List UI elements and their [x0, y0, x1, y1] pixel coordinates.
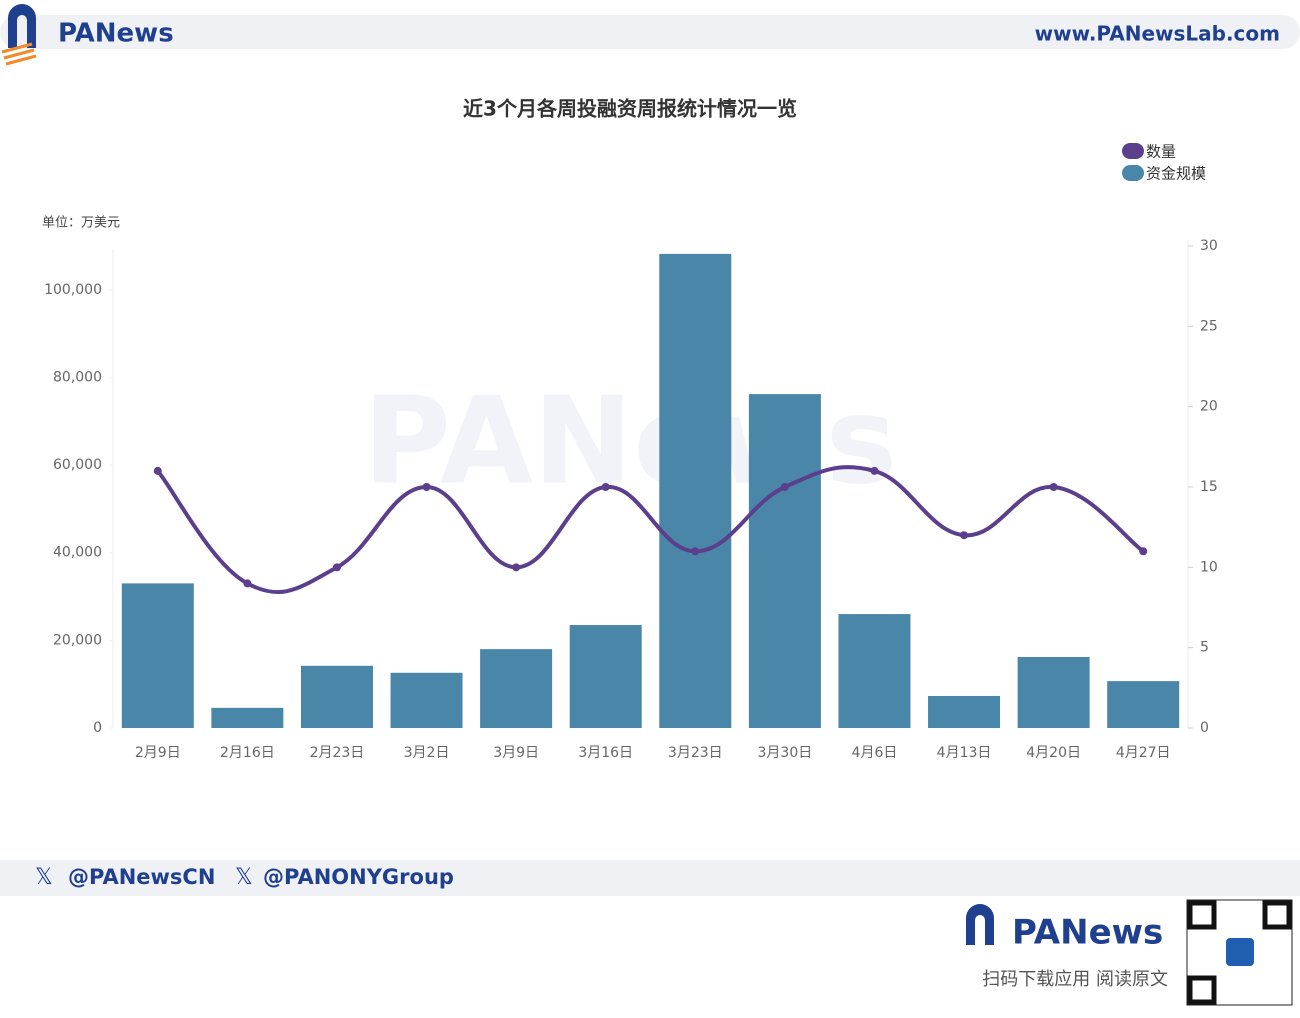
handle: @PANewsCN [68, 865, 215, 889]
x-icon: 𝕏 [235, 865, 253, 890]
point [153, 466, 162, 475]
logo-icon [8, 4, 36, 48]
legend-swatch [1122, 165, 1144, 181]
bar [300, 665, 373, 728]
handle: @PANONYGroup [263, 865, 454, 889]
bar [659, 253, 732, 728]
y-tick-label: 100,000 [44, 282, 102, 298]
y2-tick-label: 0 [1200, 720, 1209, 736]
legend-label: 数量 [1146, 143, 1176, 161]
unit-label: 单位：万美元 [42, 216, 120, 231]
point [960, 531, 969, 540]
bar [121, 583, 194, 728]
chart-title: 近3个月各周投融资周报统计情况一览 [463, 97, 797, 121]
line [156, 465, 1145, 594]
bar [211, 707, 284, 728]
logo-stripes [1, 42, 37, 66]
header-bar [0, 15, 1300, 49]
x-tick-label: 3月9日 [493, 745, 539, 761]
header-url: www.PANewsLab.com [1035, 22, 1280, 46]
x-tick-label: 2月9日 [135, 745, 181, 761]
y2-tick-label: 25 [1200, 318, 1218, 334]
y2-tick-label: 15 [1200, 479, 1218, 495]
x-icon: 𝕏 [35, 865, 53, 890]
bar [480, 649, 553, 728]
x-tick-label: 3月23日 [668, 745, 723, 761]
qr-code [1186, 899, 1293, 1006]
point [1049, 483, 1058, 491]
y2-tick-label: 20 [1200, 399, 1218, 415]
legend-swatch [1122, 143, 1144, 159]
y-tick-label: 80,000 [53, 369, 102, 385]
x-tick-label: 3月2日 [404, 745, 450, 761]
y-tick-label: 40,000 [53, 545, 102, 561]
legend-label: 资金规模 [1146, 165, 1206, 183]
x-tick-label: 2月23日 [310, 745, 365, 761]
bar [390, 672, 463, 728]
point [691, 547, 700, 556]
point [601, 483, 610, 491]
x-tick-label: 4月20日 [1026, 745, 1081, 761]
header-logo: PANews [58, 19, 174, 49]
point [780, 483, 789, 491]
x-tick-label: 3月30日 [758, 745, 813, 761]
y2-tick-label: 10 [1200, 559, 1218, 575]
bar [748, 394, 821, 728]
point [332, 563, 341, 572]
bar [838, 614, 911, 728]
x-tick-label: 4月13日 [937, 745, 992, 761]
bar [1107, 681, 1180, 728]
bar [928, 696, 1001, 728]
y-tick-label: 20,000 [53, 632, 102, 648]
footer-cta: 扫码下载应用 阅读原文 [982, 969, 1168, 990]
point [512, 563, 521, 572]
y2-tick-label: 5 [1200, 640, 1209, 656]
y-tick-label: 0 [93, 720, 102, 736]
point [870, 466, 879, 475]
y2-tick-label: 30 [1200, 238, 1218, 254]
x-tick-label: 3月16日 [578, 745, 633, 761]
bar [1017, 657, 1090, 728]
footer-logo: PANews [1012, 913, 1163, 953]
point [1139, 547, 1148, 556]
x-tick-label: 4月6日 [852, 745, 898, 761]
bar [569, 625, 642, 728]
point [243, 579, 252, 588]
footer-bar [0, 860, 1300, 896]
footer-logo-icon [966, 904, 994, 945]
y-tick-label: 60,000 [53, 457, 102, 473]
x-tick-label: 2月16日 [220, 745, 275, 761]
point [422, 483, 431, 491]
x-tick-label: 4月27日 [1116, 745, 1171, 761]
